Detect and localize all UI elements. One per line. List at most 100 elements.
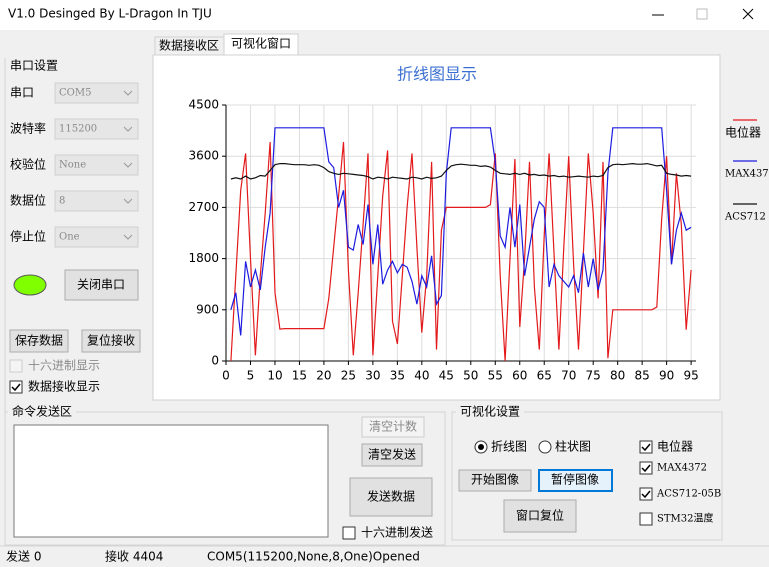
combo-arrow <box>123 90 133 96</box>
radio[interactable] <box>538 440 552 454</box>
y-tick-label: 900 <box>196 302 219 316</box>
x-tick-label: 70 <box>561 369 576 383</box>
x-tick-label: 15 <box>292 369 307 383</box>
x-tick-label: 25 <box>341 369 356 383</box>
x-tick-label: 35 <box>390 369 405 383</box>
combo-arrow <box>123 198 133 204</box>
status-sent: 发送 0 <box>6 549 41 564</box>
combo-value: 8 <box>59 196 65 207</box>
checkbox[interactable] <box>639 487 653 501</box>
button-label: 保存数据 <box>15 333 63 348</box>
group-title: 串口设置 <box>10 59 58 73</box>
legend-label: 电位器 <box>725 125 761 140</box>
combo-arrow <box>123 126 133 132</box>
button-label: 发送数据 <box>367 489 415 504</box>
check-mark <box>641 443 651 452</box>
x-tick-label: 55 <box>488 369 503 383</box>
checkbox[interactable] <box>639 461 653 475</box>
check-mark <box>641 464 651 473</box>
x-tick-label: 50 <box>463 369 478 383</box>
x-tick-label: 20 <box>316 369 331 383</box>
title-bar <box>0 0 769 30</box>
combo-box[interactable] <box>54 82 139 104</box>
x-tick-label: 95 <box>683 369 698 383</box>
tab-label: 可视化窗口 <box>231 36 291 51</box>
series-line <box>230 141 692 362</box>
x-tick-label: 90 <box>659 369 674 383</box>
checkbox[interactable] <box>9 359 23 373</box>
x-tick-label: 75 <box>586 369 601 383</box>
close-port-button[interactable] <box>64 269 139 301</box>
x-tick-label: 85 <box>635 369 650 383</box>
combo-arrow <box>123 234 133 240</box>
legend-label: MAX4372 <box>725 169 769 180</box>
window-reset-button[interactable] <box>503 499 577 533</box>
combo-value: COM5 <box>59 88 91 99</box>
combo-value: One <box>59 232 80 243</box>
x-tick-label: 5 <box>247 369 255 383</box>
group-title: 命令发送区 <box>12 404 72 419</box>
field-label: 停止位 <box>10 229 46 244</box>
close[interactable] <box>742 8 754 20</box>
field-label: 串口 <box>10 86 34 100</box>
x-tick-label: 45 <box>439 369 454 383</box>
x-tick-label: 10 <box>267 369 282 383</box>
combo-box[interactable] <box>54 154 139 176</box>
x-tick-label: 30 <box>365 369 380 383</box>
group-title-bg <box>456 405 524 419</box>
maximize[interactable] <box>696 8 708 20</box>
status-port: COM5(115200,None,8,One)Opened <box>207 550 420 564</box>
reset-button[interactable] <box>81 329 141 353</box>
send-textbox[interactable] <box>13 424 329 538</box>
checkbox-label: 十六进制显示 <box>28 359 100 373</box>
y-tick-label: 2700 <box>188 200 219 214</box>
start-button[interactable] <box>458 469 532 492</box>
check-mark <box>641 490 651 499</box>
checkbox-label: 电位器 <box>657 439 693 454</box>
group-box <box>4 411 446 546</box>
x-tick-label: 0 <box>222 369 230 383</box>
button-label: 暂停图像 <box>551 472 599 487</box>
group-title: 可视化设置 <box>460 404 520 419</box>
checkbox-label: STM32温度 <box>657 512 713 525</box>
field-label: 校验位 <box>10 157 46 172</box>
save-button[interactable] <box>9 329 69 353</box>
checkbox[interactable] <box>639 512 653 526</box>
checkbox[interactable] <box>9 380 23 394</box>
combo-box[interactable] <box>54 190 139 212</box>
tab-label: 数据接收区 <box>159 38 219 53</box>
checkbox[interactable] <box>639 440 653 454</box>
button-label: 关闭串口 <box>77 278 125 292</box>
field-label: 波特率 <box>10 121 46 136</box>
clear-count-button[interactable] <box>361 416 425 438</box>
chart-title: 折线图显示 <box>397 65 477 84</box>
series-line <box>230 127 692 336</box>
combo-arrow <box>123 162 133 168</box>
status-received: 接收 4404 <box>105 549 163 564</box>
clear-send-button[interactable] <box>361 443 423 467</box>
y-tick-label: 1800 <box>188 251 219 265</box>
combo-box[interactable] <box>54 226 139 248</box>
radio-dot <box>478 444 484 450</box>
checkbox[interactable] <box>342 526 356 540</box>
radio-label: 折线图 <box>491 439 527 454</box>
checkbox-label: ACS712-05B <box>656 489 721 500</box>
y-tick-label: 3600 <box>188 149 219 163</box>
combo-value: None <box>59 160 86 171</box>
pause-button[interactable] <box>538 469 613 492</box>
x-tick-label: 40 <box>414 369 429 383</box>
x-tick-label: 80 <box>610 369 625 383</box>
y-tick-label: 4500 <box>188 98 219 112</box>
series-line <box>230 162 692 180</box>
button-label: 清空发送 <box>368 447 416 462</box>
combo-box[interactable] <box>54 118 139 140</box>
check-mark <box>11 383 21 392</box>
field-label: 数据位 <box>10 193 46 208</box>
checkbox-label: 十六进制发送 <box>361 525 433 540</box>
radio-label: 柱状图 <box>555 439 591 454</box>
group-title-bg <box>8 405 76 419</box>
send-button[interactable] <box>349 477 433 517</box>
button-label: 复位接收 <box>87 333 135 348</box>
